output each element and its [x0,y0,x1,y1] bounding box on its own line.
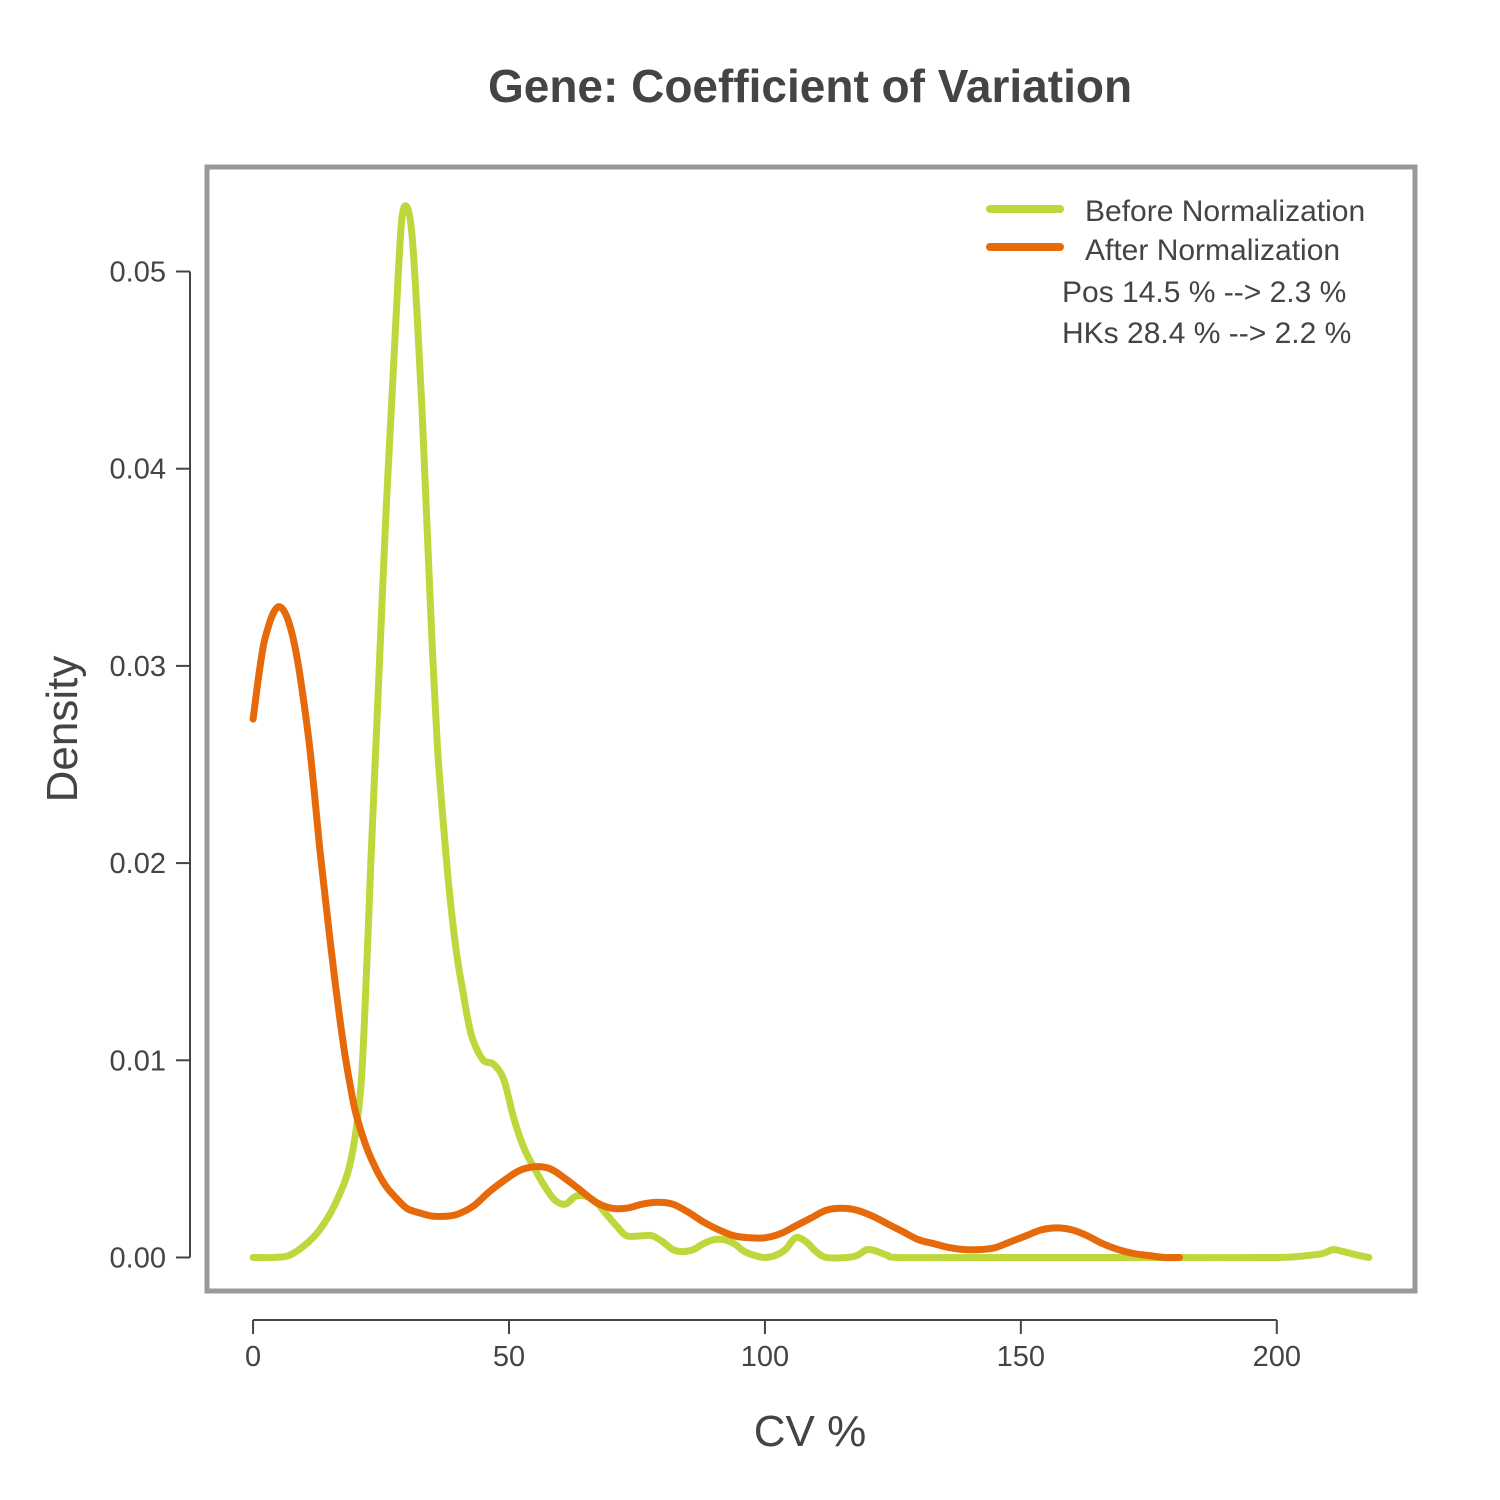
y-axis-title: Density [38,656,87,803]
x-tick-label: 50 [493,1341,525,1373]
x-axis: 0 50 100 150 200 [245,1319,1301,1373]
x-tick-label: 100 [741,1341,789,1373]
y-tick-label: 0.00 [110,1242,166,1274]
legend: Before Normalization After Normalization… [986,195,1365,350]
y-axis: 0.00 0.01 0.02 0.03 0.04 0.05 [110,257,191,1274]
annotation-hks: HKs 28.4 % --> 2.2 % [1062,317,1351,350]
y-tick-label: 0.05 [110,257,166,289]
x-axis-title: CV % [754,1407,866,1456]
legend-label-after: After Normalization [1085,234,1340,267]
x-tick-label: 0 [245,1341,261,1373]
x-tick-label: 150 [997,1341,1045,1373]
series-after-normalization [249,603,1183,1262]
y-tick-label: 0.04 [110,454,166,486]
annotation-pos: Pos 14.5 % --> 2.3 % [1062,276,1346,309]
y-tick-label: 0.03 [110,651,166,683]
x-tick-label: 200 [1253,1341,1301,1373]
series-before-normalization [249,202,1373,1262]
y-tick-label: 0.02 [110,848,166,880]
series-layer [249,202,1373,1262]
y-tick-label: 0.01 [110,1045,166,1077]
chart-title: Gene: Coefficient of Variation [488,60,1132,112]
legend-label-before: Before Normalization [1085,195,1365,228]
plot-frame [204,164,1418,1294]
